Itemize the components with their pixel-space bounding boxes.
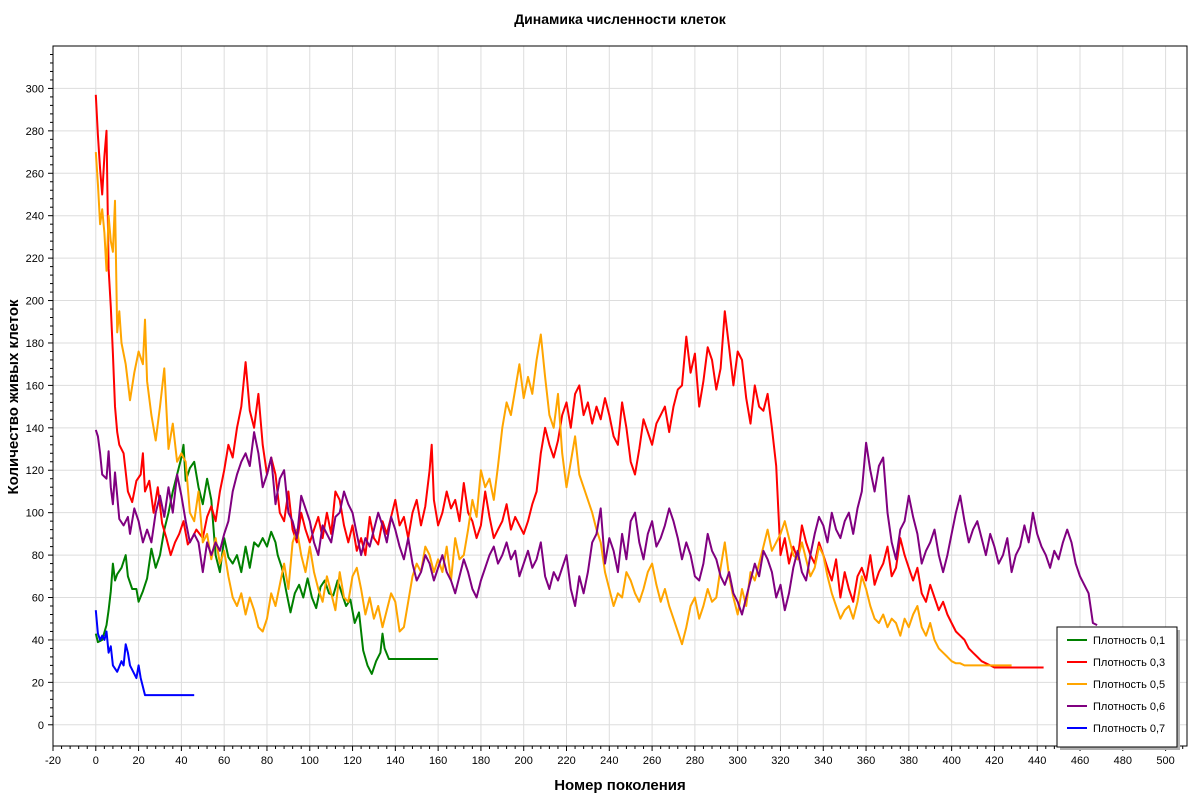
legend-label: Плотность 0,1: [1093, 635, 1165, 647]
grid: [52, 46, 1187, 746]
x-tick-label: 480: [1114, 755, 1132, 767]
x-tick-label: 260: [643, 755, 661, 767]
series-line-4: [94, 429, 1098, 626]
y-tick-label: 20: [32, 677, 44, 689]
y-axis-label: Количество живых клеток: [5, 299, 22, 494]
x-tick-label: -20: [45, 755, 61, 767]
x-tick-label: 300: [728, 755, 746, 767]
y-tick-label: 280: [26, 126, 44, 138]
x-tick-label: 420: [985, 755, 1003, 767]
legend-label: Плотность 0,7: [1093, 723, 1165, 735]
x-tick-label: 340: [814, 755, 832, 767]
y-tick-label: 140: [26, 423, 44, 435]
x-axis-label: Номер поколения: [554, 777, 686, 794]
legend-label: Плотность 0,5: [1093, 679, 1165, 691]
y-tick-label: 180: [26, 338, 44, 350]
x-tick-label: 80: [261, 755, 273, 767]
x-tick-label: 320: [771, 755, 789, 767]
y-tick-label: 240: [26, 211, 44, 223]
x-tick-label: 40: [175, 755, 187, 767]
x-tick-label: 20: [132, 755, 144, 767]
x-tick-label: 360: [857, 755, 875, 767]
legend: Плотность 0,1 Плотность 0,3 Плотность 0,5 П…: [1056, 626, 1180, 750]
x-tick-label: 460: [1071, 755, 1089, 767]
y-tick-label: 200: [26, 296, 44, 308]
legend-label: Плотность 0,6: [1093, 701, 1165, 713]
x-tick-label: 160: [429, 755, 447, 767]
x-tick-label: 200: [515, 755, 533, 767]
y-tick-label: 0: [38, 720, 44, 732]
y-tick-label: 40: [32, 635, 44, 647]
y-tick-label: 300: [26, 83, 44, 95]
series-line-1: [94, 443, 439, 675]
y-tick-label: 60: [32, 593, 44, 605]
x-tick-label: 220: [557, 755, 575, 767]
series-lines: [94, 94, 1098, 697]
x-tick-label: 440: [1028, 755, 1046, 767]
x-tick-label: 100: [301, 755, 319, 767]
x-tick-label: 0: [93, 755, 99, 767]
y-tick-label: 160: [26, 380, 44, 392]
x-tick-label: 500: [1156, 755, 1174, 767]
plot-frame: [52, 45, 1188, 747]
x-tick-label: 140: [386, 755, 404, 767]
x-tick-label: 120: [343, 755, 361, 767]
y-tick-label: 120: [26, 465, 44, 477]
x-tick-label: 380: [900, 755, 918, 767]
y-tick-label: 260: [26, 168, 44, 180]
y-tick-label: 220: [26, 253, 44, 265]
x-tick-label: 400: [942, 755, 960, 767]
x-tick-label: 180: [472, 755, 490, 767]
y-tick-label: 100: [26, 508, 44, 520]
legend-label: Плотность 0,3: [1093, 657, 1165, 669]
series-line-5: [94, 610, 195, 697]
x-tick-label: 240: [600, 755, 618, 767]
x-tick-label: 280: [686, 755, 704, 767]
series-line-2: [94, 94, 1044, 669]
axes: -20 0 20 40 60 80 100 120 140 160 180 200 220 240 260 2…: [26, 53, 1184, 767]
y-tick-label: 80: [32, 550, 44, 562]
chart-title: Динамика численности клеток: [514, 11, 727, 27]
x-tick-label: 60: [218, 755, 230, 767]
series-line-3: [94, 152, 1012, 667]
